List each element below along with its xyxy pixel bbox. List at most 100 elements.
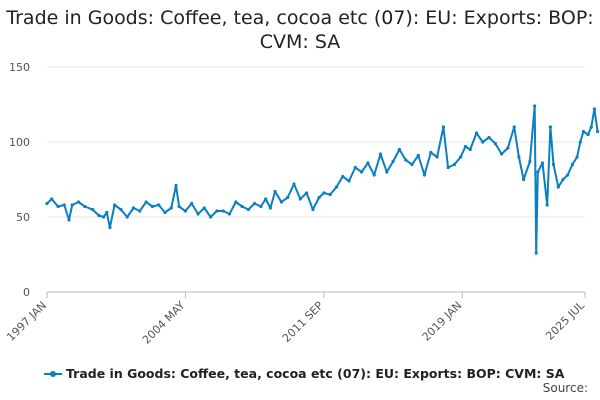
data-point — [459, 155, 463, 159]
data-point — [353, 165, 357, 170]
data-point — [522, 177, 526, 182]
data-point — [268, 206, 272, 210]
data-point — [372, 173, 376, 177]
data-point — [209, 215, 213, 219]
chart-title: Trade in Goods: Coffee, tea, cocoa etc (… — [6, 7, 594, 53]
data-point — [410, 162, 414, 167]
x-tick-label: 1997 JAN — [4, 299, 49, 344]
data-point — [234, 200, 238, 204]
data-point — [578, 140, 582, 144]
legend: Trade in Goods: Coffee, tea, cocoa etc (… — [44, 366, 564, 381]
data-point — [366, 161, 370, 165]
data-point — [62, 203, 66, 207]
data-point — [385, 170, 389, 174]
x-axis: 1997 JAN 2004 MAY 2011 SEP 2019 JAN 2025 JUL — [4, 291, 588, 347]
data-point — [463, 144, 467, 149]
data-point — [131, 206, 136, 210]
legend-label: Trade in Goods: Coffee, tea, cocoa etc (… — [66, 366, 565, 381]
data-point — [334, 185, 339, 189]
data-point — [311, 207, 315, 212]
data-point — [570, 162, 575, 167]
data-point — [253, 201, 257, 206]
data-point — [328, 192, 332, 197]
y-tick-label: 50 — [16, 211, 30, 224]
data-point — [221, 209, 225, 213]
data-point — [566, 173, 570, 177]
data-point — [452, 162, 456, 167]
data-point — [279, 200, 283, 204]
data-point — [196, 212, 200, 216]
data-point — [202, 206, 206, 210]
data-point — [273, 189, 277, 194]
data-point — [586, 132, 590, 137]
series-layer — [45, 104, 600, 255]
data-point — [540, 161, 545, 165]
data-point — [556, 185, 560, 189]
data-point — [551, 162, 556, 167]
legend-swatch — [44, 368, 62, 380]
data-point — [50, 197, 54, 201]
data-point — [102, 215, 106, 219]
data-point — [517, 155, 521, 159]
data-point — [97, 213, 101, 218]
data-point — [227, 212, 232, 216]
data-point — [481, 140, 485, 144]
x-tick-label: 2004 MAY — [140, 299, 188, 347]
source-label: Source: — [542, 381, 588, 395]
data-point — [157, 203, 161, 207]
data-point — [441, 125, 445, 129]
data-point — [144, 200, 148, 204]
data-point — [246, 207, 250, 212]
data-point — [548, 125, 553, 129]
data-point — [581, 129, 586, 134]
data-point — [536, 170, 540, 174]
data-point — [322, 191, 326, 195]
data-point — [240, 204, 244, 209]
data-point — [561, 177, 565, 182]
data-point — [76, 200, 81, 204]
x-tick-label: 2011 SEP — [280, 299, 326, 345]
data-point — [589, 125, 593, 129]
data-point — [177, 204, 181, 209]
data-point — [169, 206, 173, 210]
data-point — [305, 191, 309, 195]
data-point — [397, 147, 401, 152]
data-point — [341, 174, 345, 179]
data-point — [138, 209, 142, 213]
data-point — [545, 203, 549, 207]
x-tick-label: 2019 JAN — [420, 299, 465, 344]
data-point — [174, 183, 178, 188]
data-point — [596, 129, 600, 134]
data-point — [105, 210, 109, 215]
data-point — [108, 225, 112, 230]
data-point — [592, 107, 597, 111]
y-tick-label: 0 — [23, 286, 30, 299]
data-point — [67, 218, 71, 222]
data-point — [83, 204, 87, 209]
data-point — [528, 159, 532, 164]
data-point — [422, 173, 427, 177]
data-point — [45, 201, 49, 206]
data-point — [347, 179, 351, 183]
data-point — [56, 204, 60, 209]
data-point — [70, 203, 74, 207]
data-point — [298, 197, 302, 201]
grid-lines — [47, 66, 585, 293]
data-point — [125, 215, 129, 219]
data-point — [113, 203, 117, 207]
data-point — [150, 204, 154, 209]
data-point — [416, 153, 420, 158]
x-tick-label: 2025 JUL — [543, 298, 587, 342]
data-point — [259, 204, 263, 209]
data-point — [575, 155, 579, 159]
data-point — [391, 159, 395, 164]
data-point — [91, 207, 95, 212]
y-axis-tick-labels: 0 50 100 150 — [9, 61, 30, 299]
data-point — [533, 104, 537, 108]
data-point — [404, 158, 408, 162]
data-point — [435, 155, 439, 159]
data-point — [163, 210, 167, 215]
data-point — [215, 209, 219, 213]
y-tick-label: 100 — [9, 136, 30, 149]
